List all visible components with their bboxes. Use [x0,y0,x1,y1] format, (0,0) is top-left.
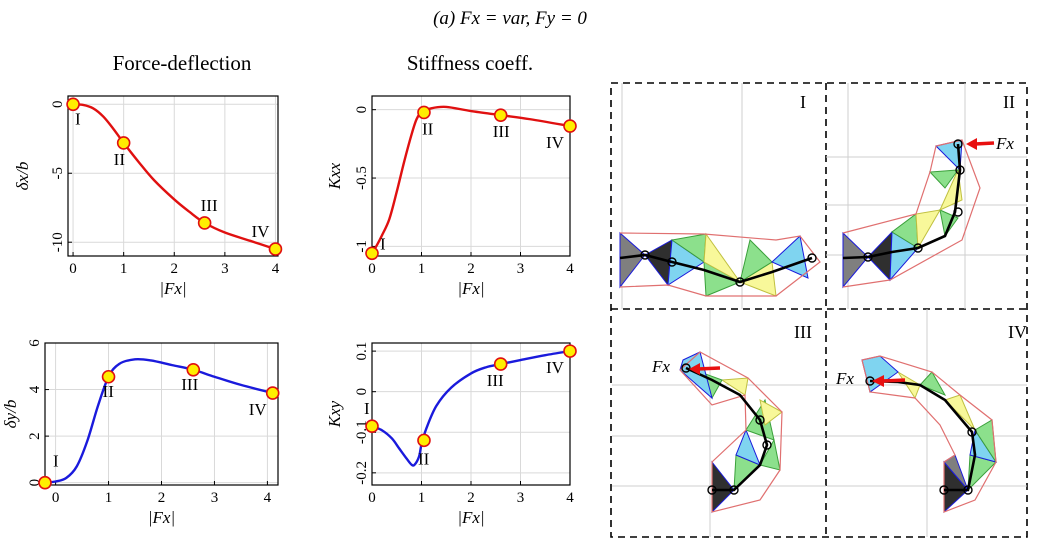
data-point-label: II [103,382,115,401]
panel-label-4: IV [1008,322,1027,342]
data-point-ii [101,369,116,384]
column-title-stiffness: Stiffness coeff. [407,51,533,75]
x-tick-label: 1 [120,261,128,277]
panels-frame [610,82,1028,538]
y-axis-label: Kxy [325,400,344,428]
x-tick-label: 1 [418,261,426,277]
data-point-i [365,246,379,261]
data-point-label: IV [546,358,565,377]
y-tick-label: 6 [27,339,43,347]
x-axis-label: |Fx| [148,508,175,527]
data-point-iv [265,386,280,400]
data-point-label: II [422,119,434,138]
data-point-i [38,475,52,490]
mechanism-panel-3: Fx III [651,322,812,514]
data-point-label: IV [249,400,268,419]
data-point-label: I [53,452,59,471]
x-axis-label: |Fx| [159,279,186,298]
panel-4-force-label: Fx [835,369,854,388]
data-point-i [365,419,379,433]
series-line [370,105,571,254]
y-tick-label: -5 [50,167,66,180]
x-tick-label: 1 [418,490,426,506]
y-tick-label: 4 [27,385,43,393]
panel-3-force-label: Fx [651,357,670,376]
x-tick-label: 2 [467,490,475,506]
x-tick-label: 0 [368,490,376,506]
x-tick-label: 4 [264,490,272,506]
x-tick-label: 3 [221,261,229,277]
panel-label-3: III [794,322,812,342]
data-point-iii [493,108,508,122]
deformation-panels: I Fx II [610,82,1028,538]
y-axis-label: δx/b [13,162,32,191]
y-axis-label: δy/b [1,400,20,429]
y-tick-label: -10 [50,232,66,252]
x-axis-label: |Fx| [457,279,484,298]
data-point-ii [417,105,431,120]
data-point-iii [186,362,201,377]
x-tick-label: 2 [171,261,179,277]
x-tick-label: 3 [211,490,219,506]
data-point-iii [493,357,508,371]
column-title-force-deflection: Force-deflection [113,51,252,75]
y-tick-label: 0 [50,101,66,109]
data-point-label: IV [546,133,565,152]
data-point-ii [116,136,131,150]
data-point-label: I [380,234,386,253]
x-tick-label: 0 [52,490,60,506]
data-point-ii [417,433,431,448]
y-axis-label: Kxx [325,162,344,190]
data-point-label: I [75,109,81,128]
y-tick-label: 0 [354,388,370,396]
x-tick-label: 3 [517,261,525,277]
data-point-iv [563,119,577,133]
x-tick-label: 0 [368,261,376,277]
data-point-iv [268,242,283,256]
data-point-label: II [418,449,430,468]
data-point-label: III [487,371,504,390]
mechanism-panel-1: I [619,92,821,297]
series-line [44,357,274,484]
x-tick-label: 2 [467,261,475,277]
x-tick-label: 1 [105,490,113,506]
y-tick-label: -1 [354,240,370,253]
axes-frame [67,95,279,257]
series-line [72,103,276,251]
y-tick-label: 2 [27,432,43,440]
mechanism-panel-2: Fx II [842,92,1015,289]
x-tick-label: 3 [517,490,525,506]
panel-gridlines [612,83,1027,537]
data-point-label: III [201,196,218,215]
data-point-label: III [493,122,510,141]
data-point-iii [197,216,212,230]
x-tick-label: 2 [158,490,166,506]
panel-label-2: II [1003,92,1015,112]
mechanism-panel-4: Fx IV [835,322,1027,514]
panel-label-1: I [800,92,806,112]
data-point-label: IV [251,222,270,241]
y-tick-label: -0.5 [354,166,370,190]
y-tick-label: 0 [354,106,370,114]
x-axis-label: |Fx| [457,508,484,527]
x-tick-label: 4 [566,261,574,277]
y-tick-label: 0.1 [354,342,370,361]
x-tick-label: 4 [272,261,280,277]
figure-title: (a) Fx = var, Fy = 0 [433,8,587,29]
data-point-label: III [181,375,198,394]
data-point-label: II [114,150,126,169]
data-point-iv [563,344,577,358]
x-tick-label: 4 [566,490,574,506]
y-tick-label: 0 [27,479,43,487]
data-point-i [66,97,80,112]
data-point-label: I [364,399,370,418]
panel-2-force-label: Fx [995,134,1014,153]
y-tick-label: -0.2 [354,461,370,485]
x-tick-label: 0 [69,261,77,277]
